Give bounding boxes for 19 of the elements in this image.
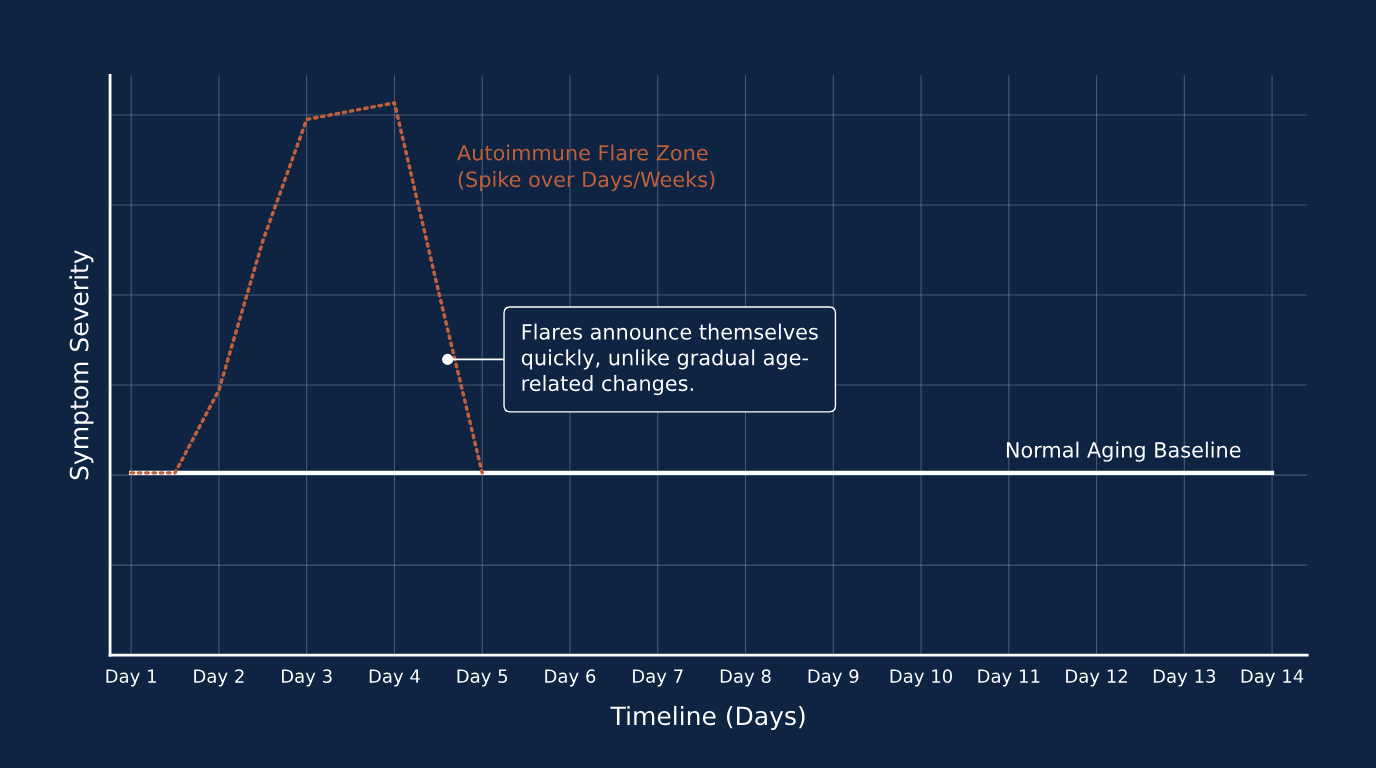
series-label: Autoimmune Flare Zone (Spike over Days/Weeks) [457, 144, 715, 192]
y-axis-title: Symptom Severity [69, 250, 94, 480]
x-tick-label: Day 2 [194, 669, 244, 687]
x-tick-label: Day 7 [633, 669, 683, 687]
x-axis-title: Timeline (Days) [610, 705, 805, 731]
x-tick-label: Day 3 [282, 669, 332, 687]
x-tick-label: Day 4 [369, 669, 420, 687]
x-tick-label: Day 9 [808, 669, 859, 687]
x-tick-label: Day 10 [890, 669, 953, 687]
x-tick-label: Day 1 [106, 669, 156, 687]
x-tick-label: Day 8 [720, 669, 771, 687]
x-tick-label: Day 14 [1241, 669, 1304, 687]
annotation: Flares announce themselves quickly, unlike gradual age- related changes. [521, 323, 818, 396]
x-tick-label: Day 13 [1153, 669, 1216, 687]
x-tick-label: Day 5 [457, 669, 508, 687]
x-tick-label: Day 11 [978, 669, 1040, 687]
series-label: Normal Aging Baseline [1006, 441, 1241, 462]
x-tick-label: Day 12 [1066, 669, 1127, 687]
x-tick-label: Day 6 [545, 669, 596, 687]
